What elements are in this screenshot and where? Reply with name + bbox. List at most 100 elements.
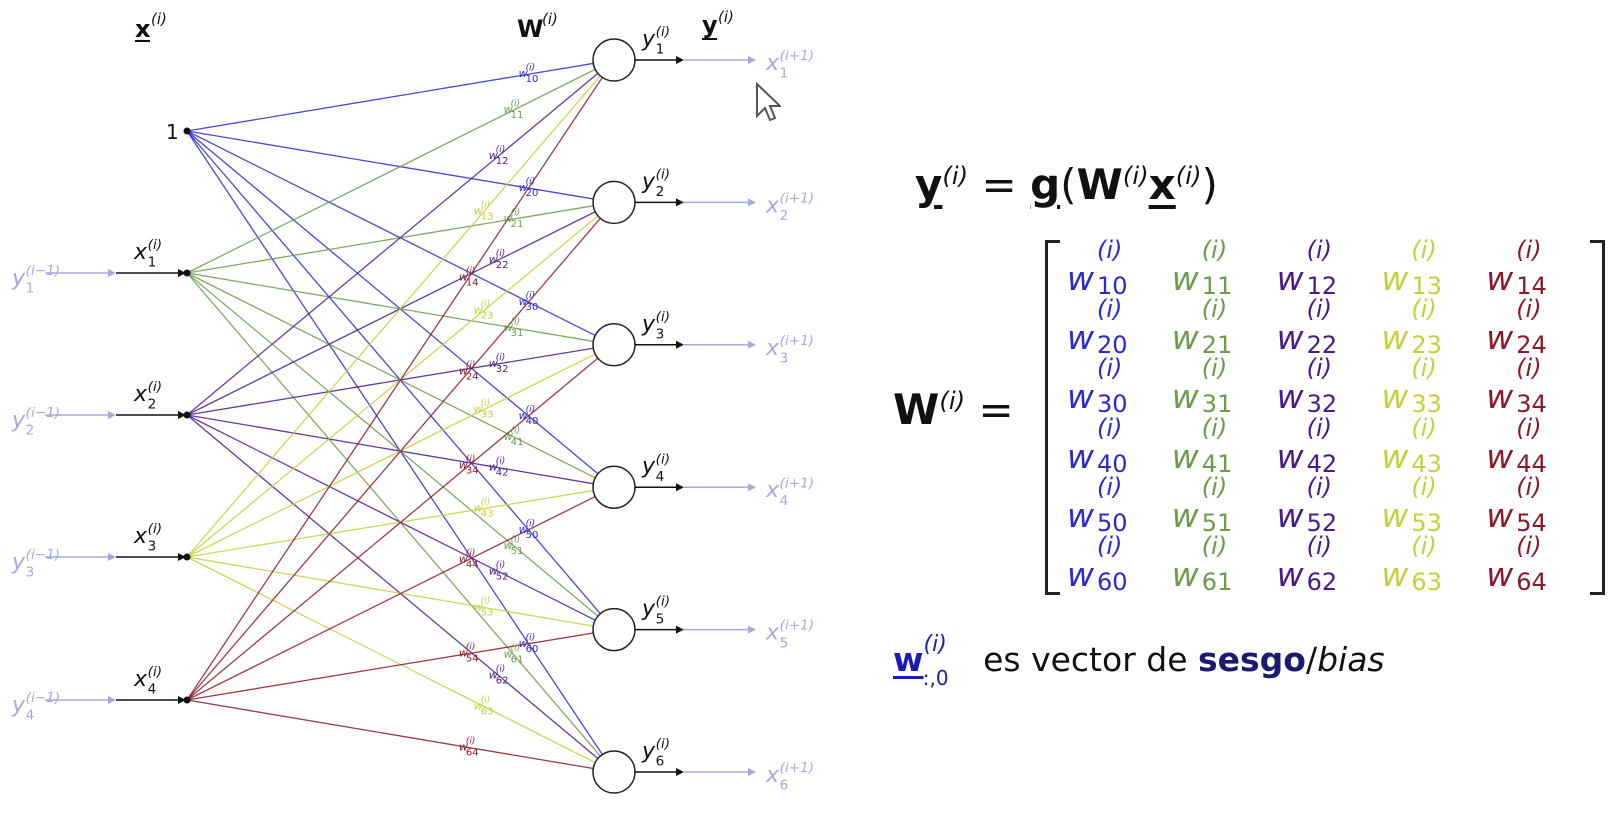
matrix-entry-sup: (i) [1201, 531, 1228, 560]
weight-label-sub: 40 [526, 416, 539, 427]
weight-label-sup: (i) [466, 267, 476, 277]
network-labels: w10(i)w20(i)w30(i)w40(i)w50(i)w60(i)w11(… [11, 8, 814, 794]
weight-label-w20: w20(i) [519, 177, 539, 199]
weight-label-sup: (i) [496, 353, 506, 363]
output-next-label-1-sup: (i+1) [780, 48, 815, 64]
matrix-right-bracket [1590, 240, 1605, 595]
matrix-entry-sup: (i) [1306, 472, 1332, 501]
matrix-entry-w33: w (i) 33 [1377, 356, 1482, 417]
output-next-label-3-base: x [765, 336, 780, 361]
matrix-entry-symbol: w [1381, 318, 1409, 358]
output-next-arrowhead-4 [748, 483, 756, 492]
matrix-entry-symbol: w [1276, 436, 1304, 476]
matrix-entry-sub: 54 [1516, 508, 1547, 537]
weight-label-sub: 33 [481, 410, 494, 421]
neuron-6 [592, 750, 636, 794]
weight-label-sub: 13 [481, 212, 494, 223]
matrix-entry-sup: (i) [1411, 472, 1437, 501]
weight-label-w43: w43(i) [474, 497, 494, 519]
weight-label-sub: 52 [496, 572, 509, 583]
weight-label-sup: (i) [481, 695, 491, 705]
weight-label-base: w [504, 539, 513, 552]
weight-label-base: w [474, 304, 483, 317]
matrix-entry-symbol: w [1067, 436, 1094, 476]
input-label-3-base: x [133, 524, 148, 549]
matrix-entry-sub: 11 [1201, 272, 1233, 300]
edge-w23 [186, 215, 599, 558]
matrix-entry-w52: w (i) 52 [1273, 472, 1378, 536]
matrix-entry-w60: w (i) 60 [1063, 534, 1168, 595]
output-next-label-2: x 2(i+1) [765, 191, 814, 225]
weight-label-w52: w52(i) [489, 561, 509, 583]
input-prev-label-3-sup: (i−1) [26, 547, 61, 563]
matrix-entry-w34: w (i) 34 [1482, 356, 1587, 417]
weight-label-base: w [474, 501, 483, 514]
weight-label-w24: w24(i) [459, 361, 479, 383]
weight-label-sup: (i) [511, 317, 521, 327]
matrix-entry-w20: w (i) 20 [1063, 297, 1168, 358]
output-next-label-3-sup: (i+1) [780, 333, 815, 349]
input-prev-label-1: y 1 (i−1) [11, 263, 60, 297]
weight-label-w23: w23(i) [474, 300, 494, 322]
output-label-4-base: y [641, 454, 656, 479]
matrix-entry-sub: 31 [1201, 390, 1233, 419]
matrix-entry-sup: (i) [1516, 472, 1542, 501]
matrix-entry-sup: (i) [1516, 531, 1542, 560]
matrix-entry-sub: 44 [1516, 449, 1547, 478]
weight-label-w14: w14(i) [459, 267, 479, 289]
input-prev-label-3-base: y [11, 550, 26, 575]
edge-w14 [186, 77, 603, 701]
weight-label-sub: 31 [511, 328, 524, 339]
weight-label-base: w [459, 741, 468, 754]
input-label-3-sup: (i) [148, 521, 162, 537]
input-label-3: x 3 (i) [133, 521, 162, 555]
weight-label-w51: w51(i) [504, 535, 524, 557]
weight-label-sup: (i) [511, 208, 521, 218]
output-label-6-sub: 6 [656, 754, 665, 770]
weight-label-w54: w54(i) [459, 643, 479, 665]
header-W-sup: (i) [542, 10, 558, 28]
weight-label-w33: w33(i) [474, 399, 494, 421]
matrix-entry-w32: w (i) 32 [1273, 354, 1378, 417]
matrix-entry-w54: w (i) 54 [1482, 472, 1587, 537]
matrix-entry-sub: 23 [1411, 331, 1442, 360]
output-next-label-6-base: x [765, 763, 780, 788]
weight-label-sub: 50 [526, 530, 539, 541]
weight-label-sup: (i) [526, 405, 536, 415]
output-next-label-2-sup: (i+1) [780, 191, 815, 207]
input-prev-label-3: y 3 (i−1) [11, 547, 60, 581]
edge-w53 [186, 556, 594, 627]
matrix-entry-symbol: w [1381, 259, 1409, 298]
matrix-entry-symbol: w [1486, 377, 1514, 417]
weight-label-base: w [519, 409, 528, 422]
input-node-1 [183, 269, 191, 277]
weight-label-base: w [474, 205, 483, 218]
output-next-label-2-sub: 2 [780, 208, 789, 224]
weight-label-w53: w53(i) [474, 596, 494, 618]
weight-label-sub: 30 [526, 302, 539, 313]
edge-w31 [186, 272, 594, 342]
weight-label-sup: (i) [526, 291, 536, 301]
output-next-label-1-base: x [765, 51, 780, 76]
matrix-entry-sup: (i) [1306, 354, 1332, 383]
header-W: W(i) [517, 10, 558, 43]
header-x-sup: (i) [151, 10, 167, 28]
matrix-entry-sub: 21 [1201, 331, 1233, 360]
matrix-grid: w (i) 10 w (i) 11 w (i) 12 w (i) 13 w (i) 14 w (i) 20 w (i)… [1063, 238, 1587, 596]
edge-w62 [186, 414, 599, 760]
weight-matrix: w (i) 10 w (i) 11 w (i) 12 w (i) 13 w (i) 14 w (i) 20 w (i)… [1045, 238, 1605, 596]
matrix-entry-sub: 10 [1097, 272, 1128, 300]
matrix-entry-w43: w (i) 43 [1377, 416, 1482, 477]
weight-label-base: w [519, 637, 528, 650]
matrix-entry-symbol: w [1171, 318, 1199, 358]
matrix-entry-sub: 64 [1516, 567, 1547, 596]
output-label-2-sub: 2 [656, 184, 665, 200]
input-prev-label-3-sub: 3 [26, 565, 35, 581]
matrix-entry-symbol: w [1171, 436, 1199, 476]
weight-label-base: w [519, 523, 528, 536]
output-next-label-6-sup: (i+1) [780, 760, 815, 776]
forward-equation: y(i) = g(W(i)x(i)) [915, 160, 1218, 209]
matrix-entry-symbol: w [1067, 318, 1094, 358]
input-prev-label-2-sub: 2 [26, 423, 35, 439]
weight-label-sub: 11 [511, 110, 524, 121]
